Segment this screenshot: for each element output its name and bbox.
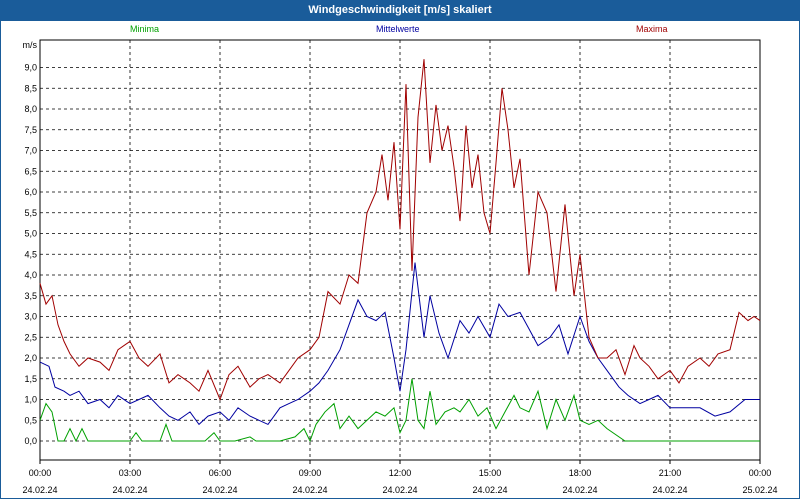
y-tick-label: 7,5 xyxy=(24,125,37,135)
y-tick-label: 3,0 xyxy=(24,312,37,322)
y-tick-label: 0,5 xyxy=(24,415,37,425)
x-tick-date: 24.02.24 xyxy=(112,485,147,495)
x-tick-time: 00:00 xyxy=(29,468,52,478)
y-tick-label: 1,0 xyxy=(24,395,37,405)
x-tick-time: 15:00 xyxy=(479,468,502,478)
y-tick-label: 4,5 xyxy=(24,249,37,259)
x-tick-date: 24.02.24 xyxy=(22,485,57,495)
y-tick-label: 6,0 xyxy=(24,187,37,197)
x-tick-time: 18:00 xyxy=(569,468,592,478)
x-tick-time: 09:00 xyxy=(299,468,322,478)
y-tick-label: 5,0 xyxy=(24,229,37,239)
series-line-mittelwerte xyxy=(39,262,760,426)
x-tick-date: 24.02.24 xyxy=(292,485,327,495)
x-tick-time: 06:00 xyxy=(209,468,232,478)
series-line-maxima xyxy=(39,59,761,401)
legend-mittelwerte: Mittelwerte xyxy=(376,24,420,34)
y-tick-label: 2,0 xyxy=(24,353,37,363)
y-tick-label: 0,0 xyxy=(24,436,37,446)
x-tick-date: 25.02.24 xyxy=(742,485,777,495)
x-tick-time: 12:00 xyxy=(389,468,412,478)
legend-minima: Minima xyxy=(130,24,160,34)
legend-maxima: Maxima xyxy=(636,24,668,34)
x-tick-time: 03:00 xyxy=(119,468,142,478)
y-tick-label: 7,0 xyxy=(24,146,37,156)
x-tick-time: 21:00 xyxy=(659,468,682,478)
x-tick-date: 24.02.24 xyxy=(382,485,417,495)
y-tick-label: 3,5 xyxy=(24,291,37,301)
y-axis-label: m/s xyxy=(23,40,38,50)
chart-title: Windgeschwindigkeit [m/s] skaliert xyxy=(0,0,800,21)
y-tick-label: 6,5 xyxy=(24,166,37,176)
x-tick-date: 24.02.24 xyxy=(652,485,687,495)
x-tick-date: 24.02.24 xyxy=(202,485,237,495)
x-tick-time: 00:00 xyxy=(749,468,772,478)
x-tick-date: 24.02.24 xyxy=(472,485,507,495)
y-tick-label: 8,5 xyxy=(24,83,37,93)
y-tick-label: 1,5 xyxy=(24,374,37,384)
y-tick-label: 9,0 xyxy=(24,63,37,73)
x-tick-date: 24.02.24 xyxy=(562,485,597,495)
y-tick-label: 5,5 xyxy=(24,208,37,218)
y-tick-label: 4,0 xyxy=(24,270,37,280)
y-tick-label: 8,0 xyxy=(24,104,37,114)
series-line-minima xyxy=(39,378,760,443)
y-tick-label: 2,5 xyxy=(24,332,37,342)
